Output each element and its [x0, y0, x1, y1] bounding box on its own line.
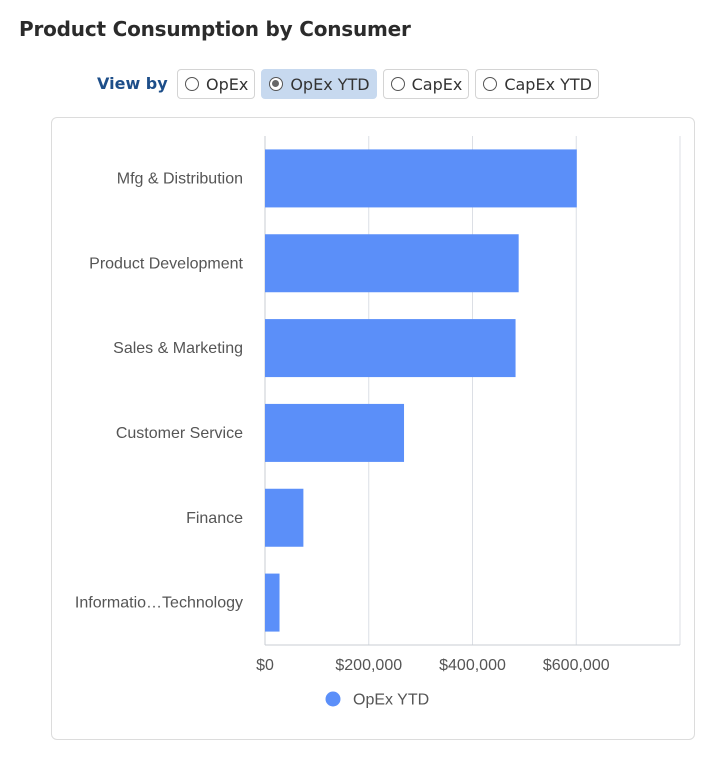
bar [265, 319, 516, 378]
category-label: Mfg & Distribution [117, 170, 243, 187]
radio-circle-icon[interactable] [390, 77, 405, 91]
radio-circle-icon[interactable] [185, 77, 199, 91]
radio-opex-label: OpEx [206, 74, 249, 94]
bar [265, 488, 304, 547]
category-label: Sales & Marketing [113, 340, 243, 357]
x-tick-label: $400,000 [439, 657, 506, 674]
radio-opex-ytd[interactable]: OpEx YTD [261, 69, 377, 99]
radio-opex[interactable]: OpEx [177, 69, 256, 99]
category-label: Finance [186, 510, 243, 527]
x-tick-label: $0 [256, 657, 274, 674]
bar [265, 403, 405, 462]
legend-label: OpEx YTD [353, 692, 429, 709]
bar [265, 234, 519, 293]
radio-capex-label: CapEx [411, 74, 463, 94]
view-by-label: View by [97, 74, 168, 93]
view-by-radio-group: OpEx OpEx YTD CapEx CapEx YTD [177, 69, 599, 99]
radio-opex-ytd-label: OpEx YTD [290, 74, 370, 94]
category-label: Product Development [89, 255, 243, 272]
radio-capex[interactable]: CapEx [382, 69, 470, 99]
x-tick-label: $600,000 [543, 657, 610, 674]
bar [265, 573, 280, 632]
category-label: Customer Service [116, 425, 243, 442]
chart-card: Mfg & Distribution Product Development Sal… [51, 117, 695, 740]
bar-chart: Mfg & Distribution Product Development Sal… [75, 136, 681, 709]
radio-circle-icon[interactable] [269, 77, 284, 91]
category-label: Informatio…Technology [75, 595, 243, 612]
bar [265, 149, 577, 208]
radio-capex-ytd[interactable]: CapEx YTD [475, 69, 599, 99]
x-tick-label: $200,000 [335, 657, 402, 674]
page-title: Product Consumption by Consumer [19, 17, 411, 41]
radio-circle-icon[interactable] [483, 77, 498, 91]
radio-capex-ytd-label: CapEx YTD [504, 74, 592, 94]
legend-marker [325, 691, 341, 707]
